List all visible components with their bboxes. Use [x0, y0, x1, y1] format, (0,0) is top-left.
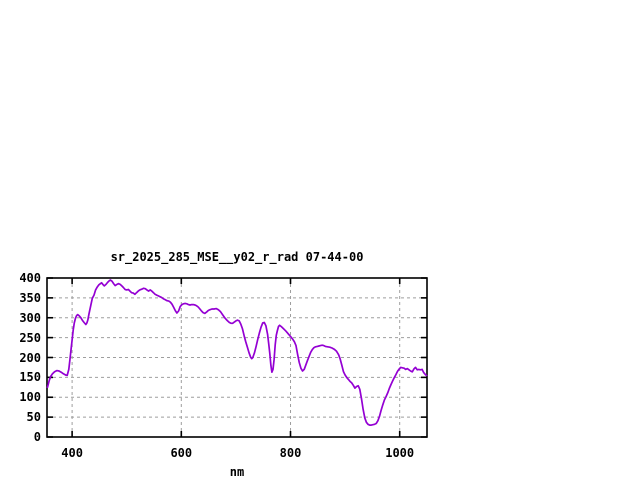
x-tick-label-600: 600 — [170, 446, 193, 460]
y-tick-label-150: 150 — [19, 370, 41, 385]
x-axis-label: nm — [229, 465, 245, 479]
chart-title: sr_2025_285_MSE__y02_r_rad 07-44-00 — [110, 250, 364, 264]
y-tick-label-100: 100 — [19, 390, 41, 405]
y-tick-label-50: 50 — [26, 410, 41, 425]
y-tick-label-300: 300 — [19, 310, 41, 325]
y-tick-label-350: 350 — [19, 290, 41, 305]
y-tick-label-0: 0 — [33, 430, 41, 444]
y-tick-label-400: 400 — [19, 271, 41, 285]
y-tick-label-250: 250 — [19, 330, 41, 345]
x-tick-label-400: 400 — [61, 446, 83, 460]
x-tick-label-800: 800 — [279, 446, 302, 460]
x-tick-label-1000: 1000 — [385, 446, 415, 460]
spectral-radiance-curve — [46, 279, 428, 426]
y-tick-label-200: 200 — [19, 350, 41, 365]
